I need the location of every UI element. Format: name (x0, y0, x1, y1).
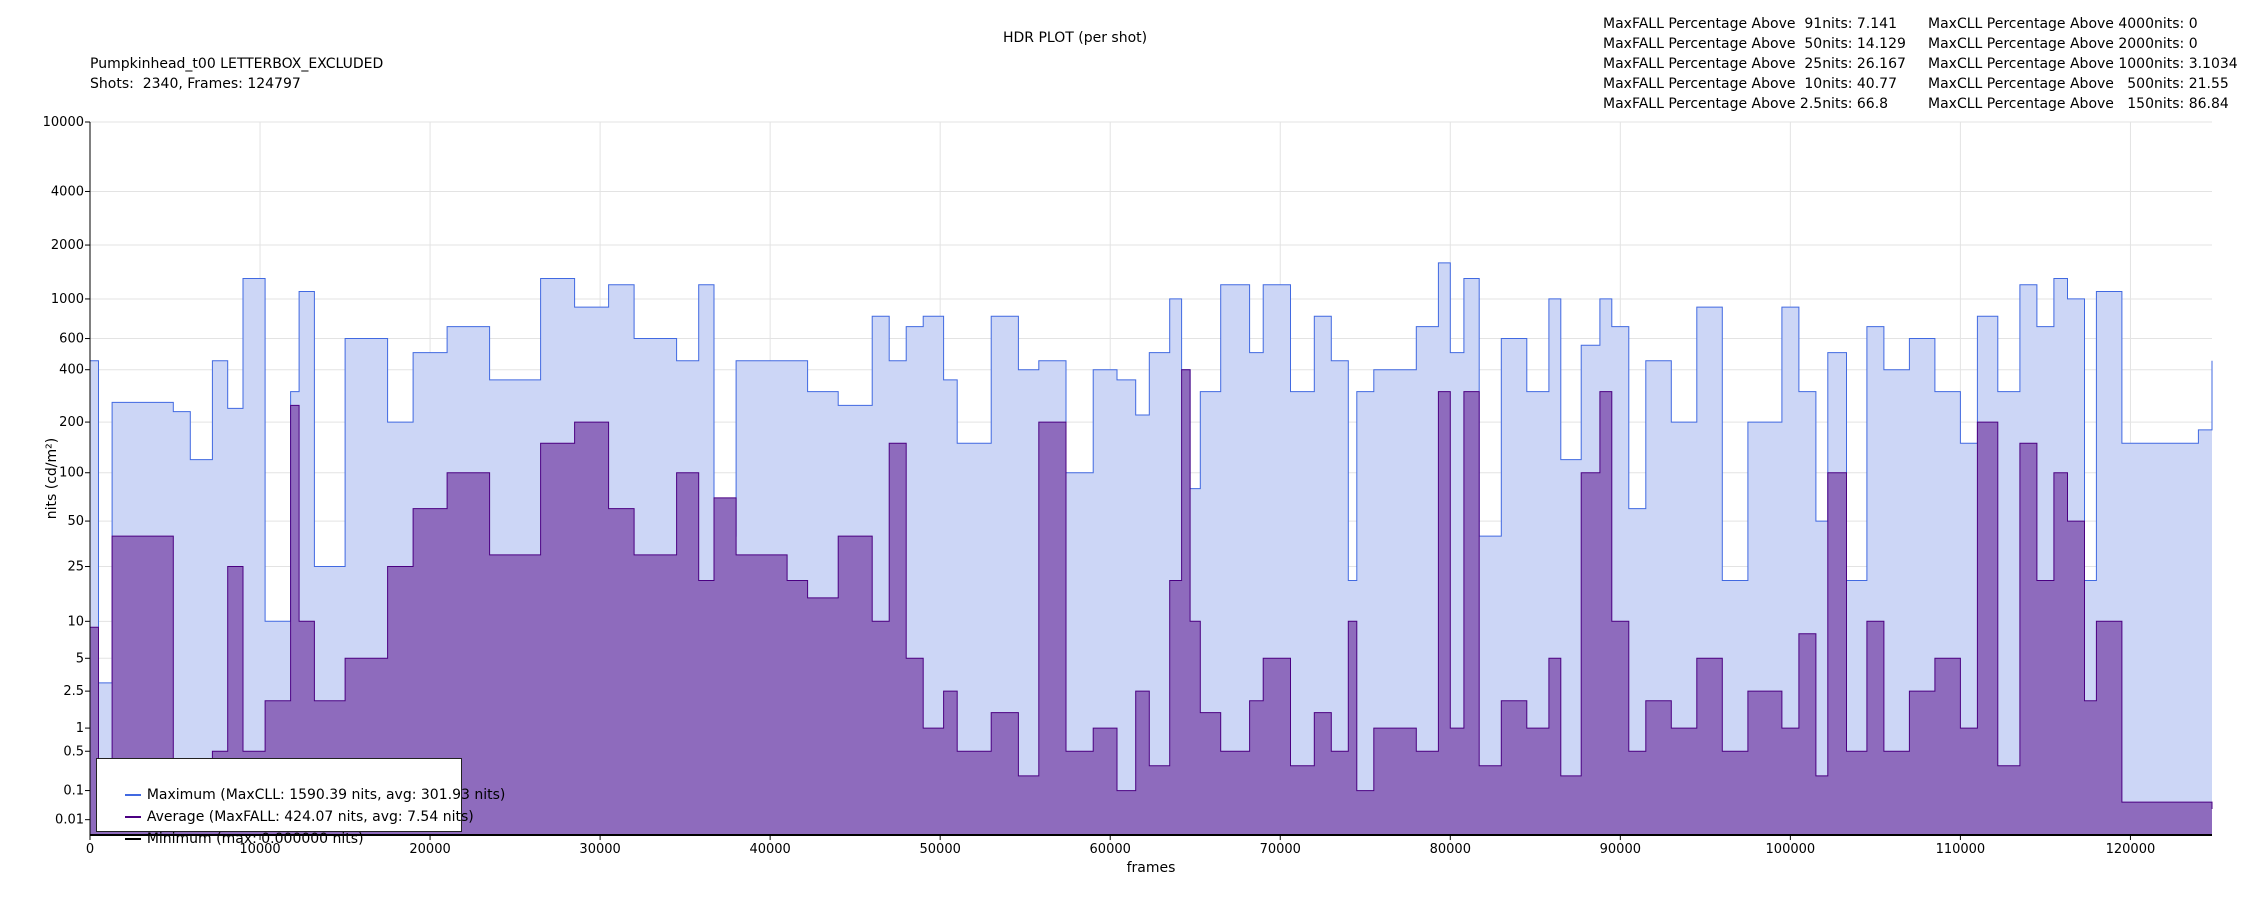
x-tick-label-9: 90000 (1600, 842, 1641, 857)
subtitle-line-2: Shots: 2340, Frames: 124797 (90, 76, 301, 92)
y-tick-label-12: 600 (59, 332, 84, 347)
y-tick-label-5: 5 (76, 651, 84, 666)
stats-maxfall-2: MaxFALL Percentage Above 50nits: 14.129 (1603, 36, 1906, 52)
subtitle-line-1: Pumpkinhead_t00 LETTERBOX_EXCLUDED (90, 56, 384, 72)
chart-title: HDR PLOT (per shot) (1003, 30, 1148, 46)
axis-layer: 0 10000 20000 30000 40000 50000 60000 70000 8000… (43, 115, 2212, 876)
legend-item-maximum: Maximum (MaxCLL: 1590.39 nits, avg: 301.… (107, 765, 505, 803)
y-tick-label-3: 1 (76, 721, 84, 736)
x-tick-label-6: 60000 (1090, 842, 1131, 857)
legend-item-minimum: Minimum (max: 0.000000 nits) (107, 809, 364, 847)
stats-maxfall-4: MaxFALL Percentage Above 10nits: 40.77 (1603, 76, 1897, 92)
y-tick-label-0: 0.01 (55, 813, 84, 828)
y-tick-label-15: 4000 (51, 184, 84, 199)
x-tick-label-3: 30000 (579, 842, 620, 857)
legend-swatch-maximum (124, 794, 141, 796)
x-tick-label-0: 0 (86, 842, 94, 857)
y-tick-label-13: 1000 (51, 292, 84, 307)
x-tick-label-2: 20000 (409, 842, 450, 857)
legend-item-average: Average (MaxFALL: 424.07 nits, avg: 7.54… (107, 787, 474, 825)
y-tick-label-14: 2000 (51, 238, 84, 253)
stats-maxfall-3: MaxFALL Percentage Above 25nits: 26.167 (1603, 56, 1906, 72)
series-line-0 (90, 262, 2213, 684)
x-tick-label-4: 40000 (749, 842, 790, 857)
legend-label-minimum: Minimum (max: 0.000000 nits) (146, 831, 364, 847)
y-tick-label-16: 10000 (43, 115, 84, 130)
x-tick-label-8: 80000 (1430, 842, 1471, 857)
x-tick-label-5: 50000 (920, 842, 961, 857)
x-tick-label-12: 120000 (2106, 842, 2156, 857)
y-tick-label-7: 25 (67, 560, 84, 575)
legend-swatch-average (124, 816, 141, 818)
stats-maxfall-1: MaxFALL Percentage Above 91nits: 7.141 (1603, 16, 1897, 32)
legend-swatch-minimum (124, 838, 141, 840)
y-tick-label-6: 10 (67, 614, 84, 629)
legend: Maximum (MaxCLL: 1590.39 nits, avg: 301.… (96, 758, 505, 847)
stats-maxfall-5: MaxFALL Percentage Above 2.5nits: 66.8 (1603, 96, 1889, 112)
legend-label-maximum: Maximum (MaxCLL: 1590.39 nits, avg: 301.… (146, 787, 506, 803)
y-tick-label-10: 200 (59, 415, 84, 430)
y-tick-label-11: 400 (59, 363, 84, 378)
x-axis-label: frames (1127, 860, 1176, 876)
y-tick-label-1: 0.1 (63, 784, 84, 799)
y-tick-label-9: 100 (59, 466, 84, 481)
series-layer (90, 262, 2213, 836)
stats-maxcll-3: MaxCLL Percentage Above 1000nits: 3.1034 (1928, 56, 2238, 72)
x-tick-label-1: 10000 (239, 842, 280, 857)
x-tick-label-11: 110000 (1936, 842, 1986, 857)
x-tick-label-10: 100000 (1766, 842, 1816, 857)
y-axis-label: nits (cd/m²) (44, 438, 60, 519)
stats-maxcll-4: MaxCLL Percentage Above 500nits: 21.55 (1928, 76, 2229, 92)
stats-maxcll-5: MaxCLL Percentage Above 150nits: 86.84 (1928, 96, 2229, 112)
stats-maxcll-2: MaxCLL Percentage Above 2000nits: 0 (1928, 36, 2198, 52)
x-tick-label-7: 70000 (1260, 842, 1301, 857)
series-line-1 (90, 369, 2213, 809)
stats-maxcll-1: MaxCLL Percentage Above 4000nits: 0 (1928, 16, 2198, 32)
y-tick-label-2: 0.5 (63, 744, 84, 759)
y-tick-label-8: 50 (67, 514, 84, 529)
series-area-1 (90, 369, 2212, 835)
y-tick-label-4: 2.5 (63, 684, 84, 699)
legend-label-average: Average (MaxFALL: 424.07 nits, avg: 7.54… (146, 809, 474, 825)
